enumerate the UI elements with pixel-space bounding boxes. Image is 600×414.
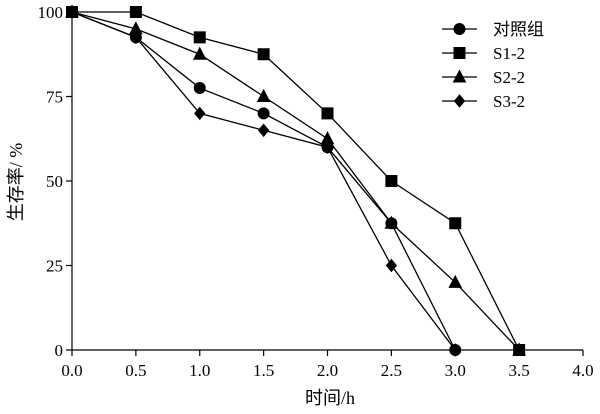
y-tick-label: 50 [46, 172, 63, 191]
data-point [194, 106, 206, 121]
x-tick-label: 2.0 [317, 361, 338, 380]
legend-label: S2-2 [493, 68, 525, 87]
y-tick-label: 75 [46, 88, 63, 107]
x-tick-label: 0.0 [61, 361, 82, 380]
legend-marker [453, 23, 466, 35]
series-line [71, 11, 456, 351]
series-diamond [66, 5, 461, 357]
legend-marker [453, 47, 466, 59]
data-point [129, 6, 142, 18]
x-tick-label: 1.0 [189, 361, 210, 380]
series-line [72, 11, 520, 351]
data-point [321, 107, 334, 120]
legend-item: S3-2 [442, 92, 525, 111]
plot-area [65, 4, 526, 357]
data-point [66, 5, 78, 19]
data-point [385, 175, 398, 187]
x-tick-label: 1.5 [253, 361, 274, 380]
data-point [257, 48, 270, 61]
series-line [71, 11, 520, 351]
data-point [385, 258, 398, 273]
legend-marker [452, 69, 467, 83]
y-axis-title: 生存率/ % [6, 143, 26, 222]
data-point [256, 88, 271, 102]
data-point [449, 343, 461, 357]
x-tick-label: 3.5 [509, 361, 530, 380]
data-point [193, 31, 206, 44]
x-tick-label: 4.0 [572, 361, 593, 380]
axes: 0.0 0.5 1.0 1.5 2.0 2.5 3.0 3.5 4.0 0 25 50 75 100 [38, 3, 594, 380]
x-tick-label: 2.5 [381, 361, 402, 380]
data-point [449, 217, 462, 230]
legend-label: S1-2 [493, 44, 525, 63]
legend: 对照组 S1-2 S2-2 S3-2 [442, 20, 544, 111]
legend-label: 对照组 [493, 20, 544, 39]
x-axis-title: 时间/h [305, 388, 355, 408]
data-point [448, 274, 463, 288]
data-point [384, 215, 399, 229]
data-point [193, 82, 206, 95]
y-tick-label: 25 [46, 257, 63, 276]
data-point [257, 107, 270, 120]
legend-label: S3-2 [493, 92, 525, 111]
legend-item: S1-2 [442, 44, 525, 63]
x-tick-label: 3.0 [445, 361, 466, 380]
y-tick-label: 100 [38, 3, 64, 22]
data-point [321, 140, 334, 154]
x-tick-label: 0.5 [125, 361, 146, 380]
data-point [130, 30, 142, 45]
data-point [512, 342, 526, 356]
data-point [192, 46, 207, 60]
legend-item: S2-2 [442, 68, 525, 87]
legend-marker [453, 94, 466, 108]
y-tick-label: 0 [55, 341, 64, 360]
series-line [71, 11, 456, 351]
data-point [257, 123, 270, 138]
legend-item: 对照组 [442, 20, 544, 39]
